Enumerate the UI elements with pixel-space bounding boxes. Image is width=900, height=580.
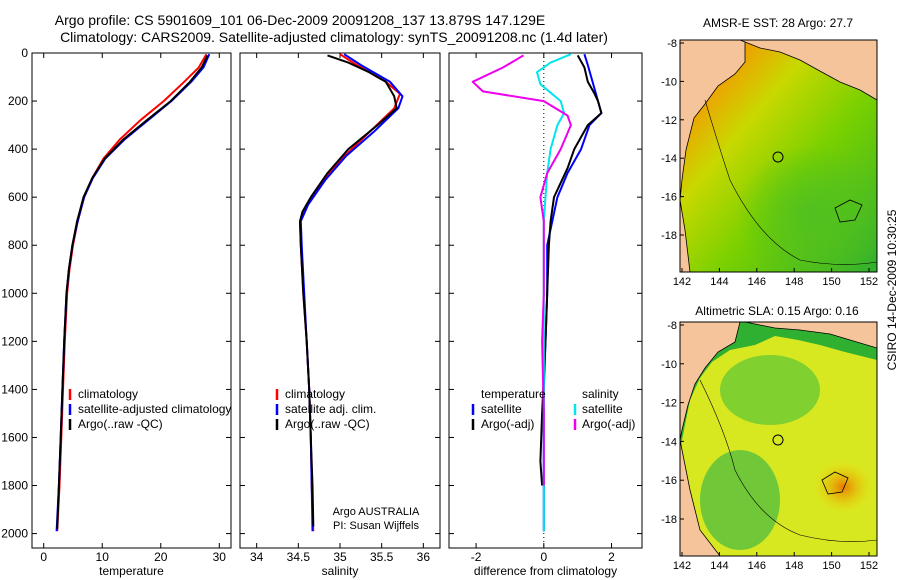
temperature-plot: 0 10 20 30 temperature 0 200 400 600 800 1000 1200 1… bbox=[1, 46, 232, 578]
sst-reef bbox=[834, 199, 863, 223]
depth-tick-label: 800 bbox=[8, 238, 28, 252]
sla-argo-position-marker bbox=[772, 434, 784, 446]
sst-xtick-label: 148 bbox=[785, 276, 803, 288]
salinity-frame bbox=[239, 52, 441, 549]
salinity-legend-label: satellite adj. clim. bbox=[285, 402, 376, 416]
salinity-plot: 34 34.5 35 35.5 36 salinity climatologysatelli… bbox=[239, 52, 441, 578]
sla-ytick-label: -12 bbox=[661, 398, 677, 410]
sst-ytick-label: -12 bbox=[661, 115, 677, 127]
depth-tick-label: 1800 bbox=[1, 479, 28, 493]
difference-legend-temp-label: satellite bbox=[481, 402, 522, 416]
sst-xtick-label: 142 bbox=[673, 276, 691, 288]
temperature-xlabel: temperature bbox=[99, 564, 164, 578]
sla-xtick-label: 148 bbox=[785, 560, 803, 572]
depth-tick-label: 200 bbox=[8, 94, 28, 108]
salinity-xtick-label: 36 bbox=[417, 550, 431, 564]
sst-xtick-label: 152 bbox=[860, 276, 878, 288]
depth-tick-label: 400 bbox=[8, 142, 28, 156]
salinity-xtick-label: 34.5 bbox=[287, 550, 311, 564]
difference-legend-sal-label: Argo(-adj) bbox=[582, 417, 635, 431]
difference-legend-sal-title: salinity bbox=[582, 387, 619, 401]
sst-warm-anomaly bbox=[720, 130, 877, 272]
sst-land-png bbox=[739, 40, 877, 101]
sst-xtick-label: 150 bbox=[822, 276, 840, 288]
difference-xlabel: difference from climatology bbox=[474, 564, 617, 578]
sla-ytick-label: -10 bbox=[661, 359, 677, 371]
sla-xtick-label: 152 bbox=[860, 560, 878, 572]
sla-land-australia bbox=[680, 322, 741, 441]
sst-xtick-label: 144 bbox=[710, 276, 728, 288]
sla-low-anomaly bbox=[720, 355, 820, 425]
temperature-xtick-label: 30 bbox=[213, 550, 227, 564]
temperature-xtick-label: 0 bbox=[40, 550, 47, 564]
sla-map-panel: Altimetric SLA: 0.15 Argo: 0.16 -8 -10 -12… bbox=[661, 304, 878, 572]
salinity-series-argo-raw-qc bbox=[299, 54, 398, 527]
difference-legend-temp-label: Argo(-adj) bbox=[481, 417, 534, 431]
sla-xtick-label: 144 bbox=[710, 560, 728, 572]
temperature-xtick-label: 10 bbox=[96, 550, 110, 564]
sla-low-anomaly-south bbox=[700, 450, 780, 550]
timestamp-label: CSIRO 14-Dec-2009 10:30:25 bbox=[885, 209, 899, 370]
depth-tick-label: 0 bbox=[21, 46, 28, 60]
sla-map-frame bbox=[679, 321, 878, 557]
depth-tick-label: 2000 bbox=[1, 527, 28, 541]
sst-map-title: AMSR-E SST: 28 Argo: 27.7 bbox=[703, 16, 853, 30]
sla-ytick-label: -8 bbox=[667, 320, 677, 332]
sst-ytick-label: -18 bbox=[661, 230, 677, 242]
difference-legend-temp-title: temperature bbox=[481, 387, 546, 401]
sla-land-png bbox=[744, 322, 877, 349]
salinity-legend-label: Argo(..raw -QC) bbox=[285, 417, 370, 431]
difference-legend-sal-label: satellite bbox=[582, 402, 623, 416]
temperature-legend-label: climatology bbox=[78, 387, 138, 401]
header-line1: Argo profile: CS 5901609_101 06-Dec-2009… bbox=[55, 12, 545, 28]
depth-tick-label: 1600 bbox=[1, 430, 28, 444]
header-line2: Climatology: CARS2009. Satellite-adjuste… bbox=[60, 29, 608, 45]
sst-land-australia bbox=[680, 40, 746, 201]
salinity-legend-label: climatology bbox=[285, 387, 345, 401]
salinity-annotation-line: Argo AUSTRALIA bbox=[333, 506, 420, 518]
sla-ytick-label: -16 bbox=[661, 475, 677, 487]
salinity-xtick-label: 35.5 bbox=[370, 550, 394, 564]
difference-xtick-label: -2 bbox=[471, 550, 482, 564]
sla-map-title: Altimetric SLA: 0.15 Argo: 0.16 bbox=[695, 304, 859, 318]
sla-xtick-label: 142 bbox=[673, 560, 691, 572]
sst-map-frame bbox=[679, 39, 878, 273]
salinity-xlabel: salinity bbox=[322, 564, 359, 578]
difference-series-salinity-argo-adj bbox=[471, 54, 572, 486]
sla-contour bbox=[699, 379, 877, 542]
salinity-xtick-label: 34 bbox=[250, 550, 264, 564]
temperature-legend-label: Argo(..raw -QC) bbox=[78, 417, 163, 431]
difference-xtick-label: 2 bbox=[608, 550, 615, 564]
temperature-xtick-label: 20 bbox=[154, 550, 168, 564]
sla-ytick-label: -18 bbox=[661, 514, 677, 526]
depth-tick-label: 1200 bbox=[1, 334, 28, 348]
sst-ytick-label: -8 bbox=[667, 38, 677, 50]
temperature-series-argo-raw-qc bbox=[56, 54, 209, 529]
depth-tick-label: 1000 bbox=[1, 286, 28, 300]
difference-frame bbox=[448, 52, 643, 549]
salinity-xtick-label: 35 bbox=[333, 550, 347, 564]
sst-ytick-label: -16 bbox=[661, 192, 677, 204]
sst-ytick-label: -10 bbox=[661, 76, 677, 88]
sst-ytick-label: -14 bbox=[661, 153, 677, 165]
depth-tick-label: 1400 bbox=[1, 382, 28, 396]
salinity-annotation-line: PI: Susan Wijffels bbox=[333, 520, 419, 532]
sst-map-panel: AMSR-E SST: 28 Argo: 27.7 -8 -10 -12 -14 -16… bbox=[661, 16, 878, 288]
sst-contour bbox=[704, 99, 877, 265]
sla-reef bbox=[821, 471, 849, 495]
difference-xtick-label: 0 bbox=[540, 550, 547, 564]
sla-xtick-label: 146 bbox=[748, 560, 766, 572]
depth-tick-label: 600 bbox=[8, 190, 28, 204]
temperature-legend-label: satellite-adjusted climatology bbox=[78, 402, 231, 416]
sla-land-coast bbox=[680, 439, 721, 556]
sst-xtick-label: 146 bbox=[748, 276, 766, 288]
sst-land-coast bbox=[680, 199, 691, 272]
sla-xtick-label: 150 bbox=[822, 560, 840, 572]
sla-ytick-label: -14 bbox=[661, 436, 677, 448]
sla-high-anomaly bbox=[813, 461, 873, 513]
sst-argo-position-marker bbox=[772, 151, 784, 163]
